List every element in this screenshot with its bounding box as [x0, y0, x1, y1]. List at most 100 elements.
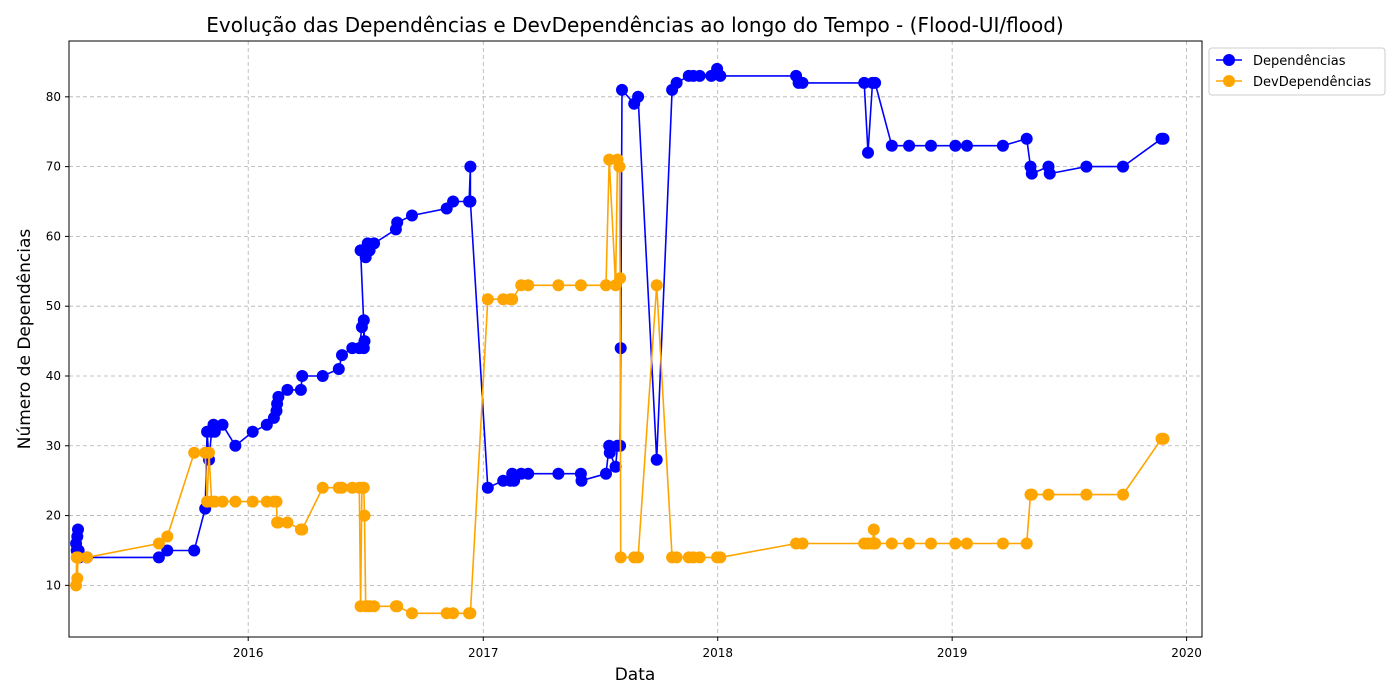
x-tick-label: 2017 — [468, 646, 499, 660]
data-point-devdependencias — [71, 572, 84, 585]
data-point-dependencias — [650, 453, 663, 466]
data-point-dependencias — [609, 460, 622, 473]
data-point-dependencias — [358, 335, 371, 348]
data-point-devdependencias — [1042, 488, 1055, 501]
data-point-dependencias — [869, 76, 882, 89]
data-point-devdependencias — [296, 523, 309, 536]
data-point-dependencias — [949, 139, 962, 152]
legend-frame — [1208, 47, 1386, 96]
data-point-devdependencias — [949, 537, 962, 550]
legend-marker-devdependencias — [1223, 75, 1235, 87]
data-point-devdependencias — [152, 537, 165, 550]
data-point-dependencias — [714, 69, 727, 82]
data-point-devdependencias — [506, 293, 519, 306]
data-point-devdependencias — [960, 537, 973, 550]
x-axis-label: Data — [615, 665, 656, 685]
y-tick-label: 70 — [46, 160, 61, 174]
data-point-devdependencias — [1020, 537, 1033, 550]
data-point-dependencias — [391, 216, 404, 229]
plot-frame — [68, 40, 1203, 638]
legend-marker-dependencias — [1223, 54, 1235, 66]
y-tick-label: 20 — [46, 509, 61, 523]
data-point-devdependencias — [391, 600, 404, 613]
data-point-devdependencias — [316, 481, 329, 494]
data-point-dependencias — [885, 139, 898, 152]
data-point-devdependencias — [1157, 432, 1170, 445]
data-point-dependencias — [72, 523, 84, 536]
data-point-devdependencias — [650, 279, 663, 292]
data-point-dependencias — [603, 446, 616, 459]
data-point-dependencias — [575, 474, 588, 487]
data-point-dependencias — [188, 544, 201, 557]
data-point-devdependencias — [670, 551, 683, 564]
data-point-dependencias — [960, 139, 973, 152]
y-tick-label: 40 — [46, 369, 61, 383]
data-point-devdependencias — [632, 551, 645, 564]
data-point-dependencias — [903, 139, 916, 152]
data-point-dependencias — [1020, 132, 1033, 145]
data-point-devdependencias — [447, 607, 460, 620]
data-point-dependencias — [693, 69, 706, 82]
data-point-devdependencias — [903, 537, 916, 550]
data-point-devdependencias — [600, 279, 612, 292]
data-point-devdependencias — [614, 551, 627, 564]
data-point-devdependencias — [574, 279, 587, 292]
data-point-dependencias — [1117, 160, 1129, 173]
y-tick-label: 30 — [46, 439, 61, 453]
data-point-dependencias — [1157, 132, 1170, 145]
x-axis-ticks: 2016 2017 2018 2019 2020 — [233, 637, 1202, 660]
y-axis-label: Número de Dependências — [15, 229, 35, 450]
data-point-dependencias — [552, 467, 565, 480]
data-point-devdependencias — [1080, 488, 1093, 501]
data-point-devdependencias — [885, 537, 898, 550]
data-point-devdependencias — [603, 153, 616, 166]
y-tick-label: 50 — [46, 299, 61, 313]
y-tick-label: 80 — [46, 90, 61, 104]
data-point-devdependencias — [203, 446, 215, 459]
data-point-dependencias — [632, 90, 645, 103]
data-point-devdependencias — [714, 551, 727, 564]
data-point-dependencias — [294, 383, 307, 396]
y-tick-label: 60 — [46, 229, 61, 243]
x-tick-label: 2018 — [702, 646, 733, 660]
data-point-devdependencias — [925, 537, 937, 550]
data-point-devdependencias — [552, 279, 565, 292]
data-point-devdependencias — [229, 495, 242, 508]
data-point-dependencias — [316, 370, 329, 382]
data-point-devdependencias — [281, 516, 294, 529]
data-point-dependencias — [1043, 167, 1056, 180]
data-point-devdependencias — [1025, 488, 1038, 501]
data-point-dependencias — [229, 439, 242, 452]
chart-title: Evolução das Dependências e DevDependênc… — [206, 13, 1063, 37]
data-point-dependencias — [996, 139, 1009, 152]
data-point-devdependencias — [869, 537, 882, 550]
data-point-devdependencias — [357, 481, 370, 494]
data-point-dependencias — [796, 76, 809, 89]
legend: Dependências DevDependências — [1208, 47, 1386, 96]
data-point-devdependencias — [996, 537, 1009, 550]
data-point-dependencias — [281, 383, 294, 396]
data-point-devdependencias — [867, 523, 880, 536]
data-point-devdependencias — [613, 160, 626, 173]
data-point-devdependencias — [246, 495, 259, 508]
series-layer — [70, 62, 1170, 620]
data-point-dependencias — [336, 349, 348, 362]
data-point-dependencias — [1080, 160, 1093, 173]
data-point-dependencias — [216, 418, 229, 431]
data-point-devdependencias — [522, 279, 535, 292]
data-point-dependencias — [246, 425, 259, 438]
data-point-dependencias — [296, 370, 309, 382]
data-point-devdependencias — [464, 607, 477, 620]
data-point-devdependencias — [72, 551, 84, 564]
data-point-devdependencias — [406, 607, 418, 620]
data-point-dependencias — [464, 160, 477, 173]
data-point-dependencias — [208, 425, 221, 438]
legend-label-dependencias: Dependências — [1253, 54, 1346, 69]
data-point-dependencias — [670, 76, 683, 89]
series-line-dependencias — [75, 67, 1164, 559]
data-point-devdependencias — [81, 551, 93, 564]
data-point-devdependencias — [693, 551, 706, 564]
data-point-dependencias — [272, 390, 285, 403]
x-tick-label: 2019 — [937, 646, 968, 660]
